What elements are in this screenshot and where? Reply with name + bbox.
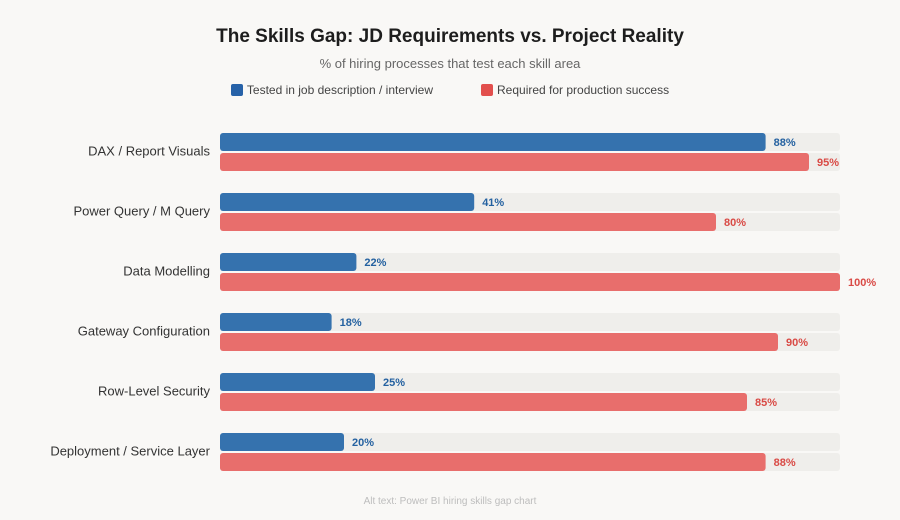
category-label: Deployment / Service Layer bbox=[50, 443, 210, 458]
data-label-tested: 25% bbox=[383, 377, 405, 389]
bar-required-dax-report-visuals bbox=[220, 153, 809, 171]
data-label-required: 95% bbox=[817, 157, 839, 169]
data-label-tested: 88% bbox=[774, 137, 796, 149]
bar-required-deployment-service-layer bbox=[220, 453, 766, 471]
legend-item-required: Required for production success bbox=[481, 83, 669, 97]
bar-track bbox=[220, 253, 840, 271]
bar-track bbox=[220, 313, 840, 331]
bar-tested-power-query-m-query bbox=[220, 193, 475, 211]
category-label: Row-Level Security bbox=[98, 383, 210, 398]
data-label-tested: 18% bbox=[340, 317, 362, 329]
bar-tested-row-level-security bbox=[220, 373, 375, 391]
legend-swatch-required bbox=[481, 84, 493, 96]
category-label: Power Query / M Query bbox=[73, 203, 210, 218]
chart-legend: Tested in job description / interview Re… bbox=[0, 83, 900, 97]
bar-tested-data-modelling bbox=[220, 253, 357, 271]
legend-swatch-tested bbox=[230, 84, 243, 96]
data-label-required: 85% bbox=[755, 397, 777, 409]
bar-tested-gateway-configuration bbox=[220, 313, 332, 331]
data-label-required: 100% bbox=[848, 277, 876, 289]
bar-required-row-level-security bbox=[220, 393, 747, 411]
legend-label-tested: Tested in job description / interview bbox=[246, 83, 433, 97]
chart-subtitle: % of hiring processes that test each ski… bbox=[319, 56, 581, 71]
data-label-tested: 41% bbox=[482, 197, 504, 209]
data-label-required: 90% bbox=[786, 337, 808, 349]
category-label: Data Modelling bbox=[123, 263, 210, 278]
category-label: DAX / Report Visuals bbox=[88, 143, 210, 158]
data-label-tested: 22% bbox=[364, 257, 386, 269]
data-label-required: 80% bbox=[724, 217, 746, 229]
bar-required-power-query-m-query bbox=[220, 213, 716, 231]
data-label-tested: 20% bbox=[352, 437, 374, 449]
bar-required-data-modelling bbox=[220, 273, 840, 291]
bar-track bbox=[220, 433, 840, 451]
data-label-required: 88% bbox=[774, 457, 796, 469]
legend-label-required: Required for production success bbox=[497, 83, 670, 97]
chart-title: The Skills Gap: JD Requirements vs. Proj… bbox=[216, 26, 684, 47]
category-label: Gateway Configuration bbox=[78, 323, 210, 338]
footnote: Alt text: Power BI hiring skills gap cha… bbox=[363, 496, 537, 507]
bar-tested-deployment-service-layer bbox=[220, 433, 344, 451]
bar-required-gateway-configuration bbox=[220, 333, 778, 351]
legend-item-tested: Tested in job description / interview bbox=[230, 83, 433, 97]
bar-tested-dax-report-visuals bbox=[220, 133, 766, 151]
